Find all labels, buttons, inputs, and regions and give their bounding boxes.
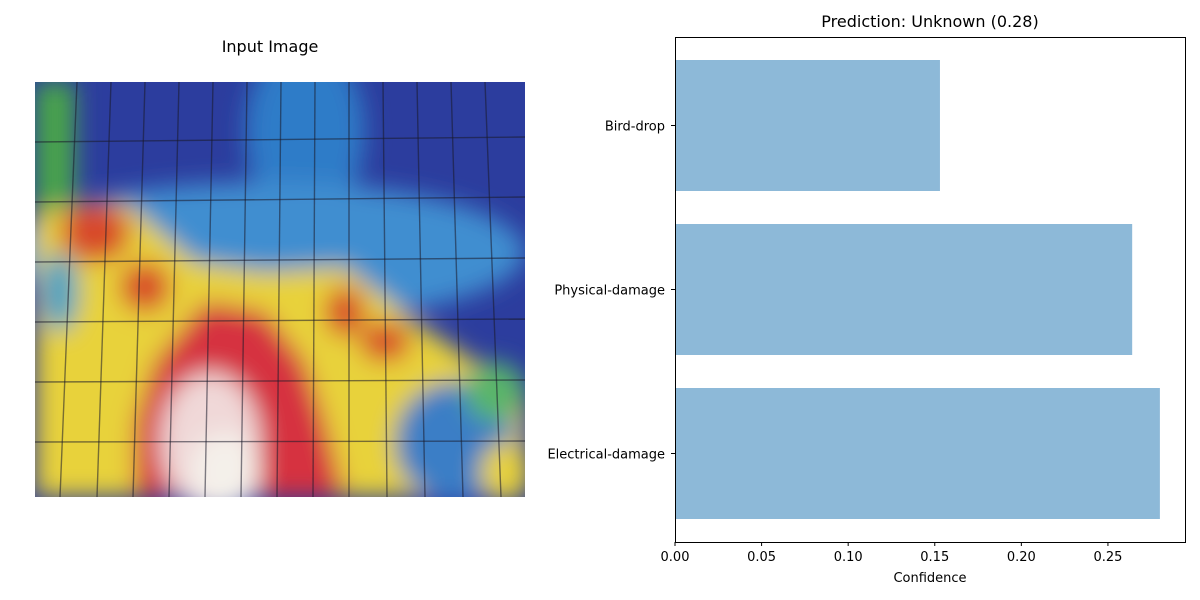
- thermal-input-image: [15, 62, 525, 510]
- x-tick-label: 0.20: [1007, 550, 1036, 565]
- y-tick-label: Electrical-damage: [547, 448, 665, 463]
- y-tick-label: Physical-damage: [554, 284, 665, 299]
- chart-title: Prediction: Unknown (0.28): [821, 12, 1039, 31]
- x-tick-label: 0.00: [661, 550, 690, 565]
- y-ticks: Electrical-damage Physical-damage Bird-dro…: [547, 120, 675, 463]
- x-tick-label: 0.25: [1093, 550, 1122, 565]
- bar-physical-damage: [675, 224, 1133, 355]
- bar-electrical-damage: [675, 388, 1160, 519]
- x-ticks: 0.00 0.05 0.10 0.15 0.20 0.25: [661, 542, 1122, 565]
- image-panel-title: Input Image: [221, 37, 319, 56]
- x-tick-label: 0.05: [747, 550, 776, 565]
- bar-bird-drop: [675, 60, 940, 191]
- x-tick-label: 0.15: [920, 550, 949, 565]
- bars-layer: [675, 60, 1160, 519]
- y-tick-label: Bird-drop: [605, 120, 665, 135]
- plot-frame: [675, 37, 1186, 543]
- x-axis-label: Confidence: [893, 571, 966, 586]
- x-tick-label: 0.10: [834, 550, 863, 565]
